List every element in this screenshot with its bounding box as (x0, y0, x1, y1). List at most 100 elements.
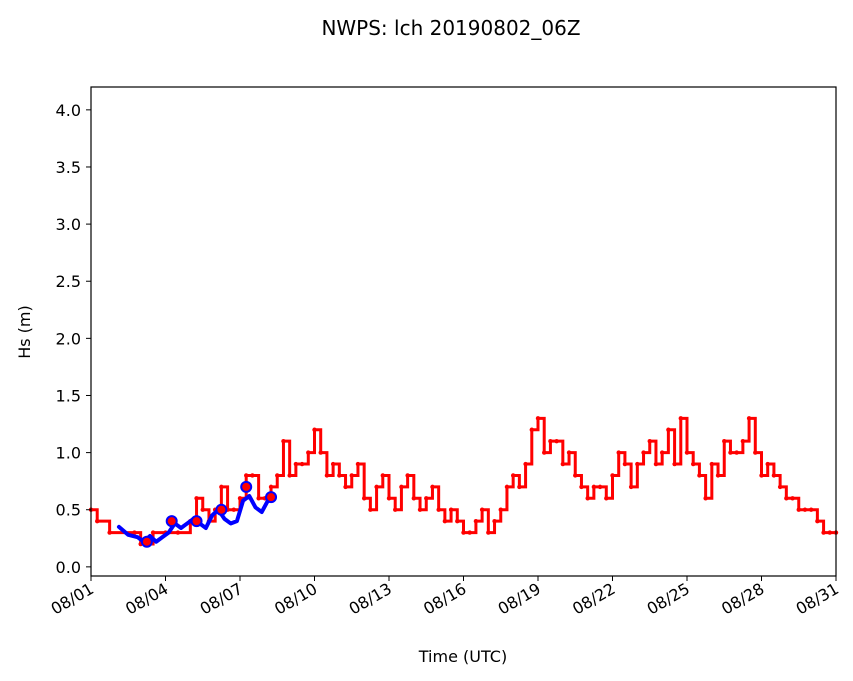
forecast-point (405, 473, 410, 478)
forecast-point (256, 496, 261, 501)
forecast-point (616, 450, 621, 455)
forecast-point (275, 473, 280, 478)
forecast-point (777, 484, 783, 490)
forecast-point (585, 496, 590, 501)
forecast-point (715, 473, 721, 478)
y-tick-label: 2.5 (56, 272, 81, 291)
forecast-point (560, 461, 566, 467)
forecast-point (573, 473, 578, 478)
forecast-point (293, 461, 299, 467)
forecast-point (368, 507, 373, 512)
forecast-point (492, 518, 497, 524)
forecast-point (641, 450, 646, 455)
forecast-point (635, 461, 640, 467)
forecast-point (808, 507, 814, 512)
forecast-point (542, 450, 547, 455)
forecast-point (287, 473, 292, 478)
forecast-point (628, 484, 634, 490)
forecast-point (349, 473, 354, 478)
observation-marker (190, 515, 203, 528)
forecast-point (647, 438, 652, 444)
forecast-point (734, 450, 739, 455)
y-axis: 0.0 0.5 1.0 1.5 2.0 2.5 3.0 3.5 4.0 (56, 101, 91, 577)
forecast-point (312, 427, 317, 432)
forecast-point (361, 496, 367, 501)
forecast-point (653, 461, 659, 467)
forecast-point (523, 461, 528, 467)
forecast-point (380, 473, 385, 478)
forecast-point (486, 530, 491, 535)
forecast-point (268, 484, 274, 490)
forecast-point (753, 450, 758, 455)
forecast-point (448, 507, 454, 512)
forecast-point (684, 450, 690, 455)
y-tick-label: 1.0 (56, 444, 81, 463)
forecast-point (659, 450, 665, 455)
y-tick-label: 0.5 (56, 501, 81, 520)
forecast-point (597, 484, 603, 490)
forecast-point (132, 530, 137, 535)
forecast-point (796, 507, 801, 512)
forecast-point (393, 507, 398, 512)
forecast-point (765, 461, 770, 467)
forecast-point (244, 473, 249, 478)
observation-marker (265, 491, 278, 504)
forecast-point (479, 507, 485, 512)
forecast-point (517, 484, 522, 490)
forecast-point (591, 484, 597, 490)
forecast-point (610, 473, 615, 478)
forecast-point (827, 530, 832, 535)
series-layer (88, 416, 839, 548)
x-axis-label: Time (UTC) (418, 647, 507, 666)
forecast-point (237, 496, 243, 501)
forecast-point (666, 427, 671, 432)
forecast-point (678, 416, 683, 421)
forecast-point (386, 496, 392, 501)
forecast-point (343, 484, 348, 490)
forecast-point (150, 530, 156, 535)
forecast-point (175, 530, 181, 535)
forecast-point (548, 438, 553, 444)
y-tick-label: 0.0 (56, 558, 81, 577)
forecast-point (318, 450, 323, 455)
forecast-point (815, 518, 820, 524)
forecast-point (722, 438, 727, 444)
forecast-point (337, 473, 342, 478)
observation-marker (240, 480, 253, 493)
plot-area (88, 86, 839, 577)
forecast-point (411, 496, 417, 501)
y-tick-label: 4.0 (56, 101, 81, 120)
forecast-point (455, 518, 460, 524)
forecast-point (759, 473, 764, 478)
forecast-point (417, 507, 423, 512)
y-tick-label: 3.0 (56, 215, 81, 234)
forecast-point (461, 530, 466, 535)
forecast-point (740, 438, 746, 444)
forecast-point (281, 438, 286, 444)
y-tick-label: 1.5 (56, 386, 81, 405)
observation-marker (140, 535, 153, 548)
forecast-point (231, 507, 236, 512)
forecast-point (746, 416, 752, 421)
forecast-point (510, 473, 516, 478)
forecast-point (535, 416, 541, 421)
forecast-point (374, 484, 379, 490)
forecast-point (194, 496, 199, 501)
forecast-point (622, 461, 628, 467)
forecast-point (691, 461, 696, 467)
forecast-point (790, 496, 795, 501)
forecast-point (566, 450, 572, 455)
forecast-point (324, 473, 330, 478)
y-tick-label: 2.0 (56, 329, 81, 348)
y-tick-label: 3.5 (56, 158, 81, 177)
forecast-point (703, 496, 708, 501)
forecast-point (355, 461, 361, 467)
forecast-point (219, 484, 224, 490)
y-axis-label: Hs (m) (15, 305, 34, 359)
forecast-point (728, 450, 733, 455)
forecast-point (430, 484, 435, 490)
observation-marker (165, 515, 178, 528)
forecast-point (200, 507, 205, 512)
forecast-point (498, 507, 503, 512)
